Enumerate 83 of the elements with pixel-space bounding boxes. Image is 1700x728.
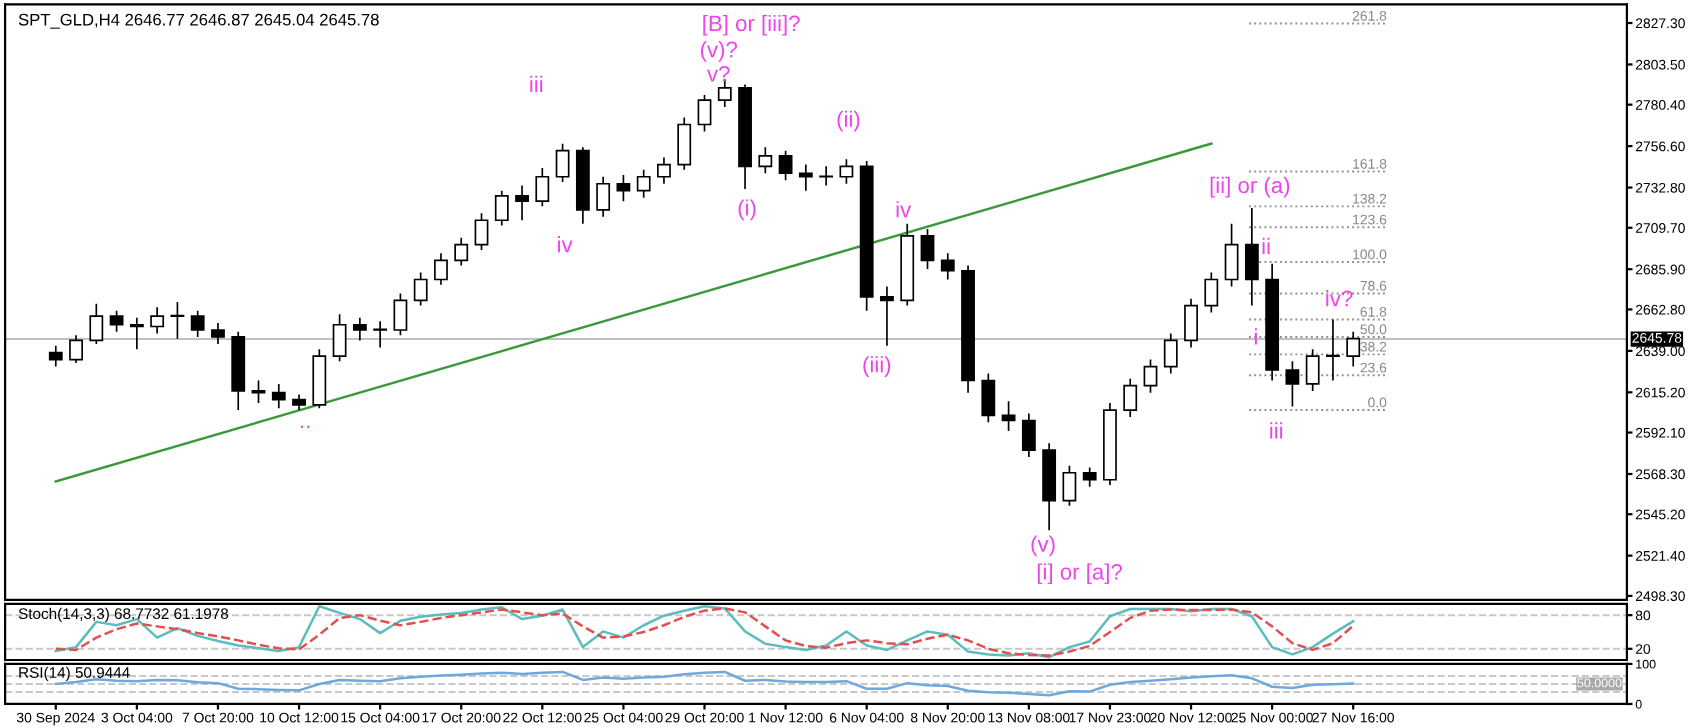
candlestick xyxy=(494,189,509,227)
candlestick xyxy=(981,372,996,424)
candlestick xyxy=(69,334,83,364)
candlestick xyxy=(1204,271,1219,314)
candlestick xyxy=(129,316,144,350)
annotation: .. xyxy=(300,425,310,429)
candlestick xyxy=(616,174,631,202)
candlestick xyxy=(839,158,854,185)
candlestick xyxy=(859,160,874,312)
annotation: (ii) xyxy=(837,110,860,132)
candlestick xyxy=(48,344,63,368)
candlestick xyxy=(1244,207,1259,307)
candlestick xyxy=(515,184,529,222)
candlestick xyxy=(1001,400,1016,432)
candlestick xyxy=(1021,412,1036,458)
candlestick xyxy=(454,236,469,267)
candlestick xyxy=(1184,297,1198,349)
candlestick xyxy=(413,271,428,307)
annotation: iii xyxy=(1270,422,1283,439)
candlestick xyxy=(292,393,306,411)
candlestick xyxy=(89,303,104,345)
candlestick xyxy=(393,292,408,337)
candlestick xyxy=(1346,330,1361,368)
candlestick xyxy=(1163,332,1178,375)
annotation: iii xyxy=(530,75,543,92)
candlestick xyxy=(109,309,124,333)
candlestick xyxy=(880,285,894,347)
annotation: [B] or [iii]? xyxy=(703,14,800,36)
candlestick xyxy=(819,165,834,187)
annotation: v? xyxy=(707,65,730,82)
candlestick xyxy=(251,379,266,404)
candlestick xyxy=(1062,464,1077,507)
candlestick xyxy=(211,322,225,345)
candlestick xyxy=(1224,222,1239,288)
candlestick xyxy=(1265,262,1280,382)
annotation: (v)? xyxy=(700,41,737,62)
annotation: [i] or [a]? xyxy=(1037,563,1122,585)
annotation: iv xyxy=(896,201,912,218)
candlestick xyxy=(940,252,955,281)
candlestick xyxy=(474,212,489,251)
candlestick xyxy=(1042,442,1057,532)
candlestick xyxy=(798,163,813,192)
candlestick xyxy=(150,306,165,335)
candlestick xyxy=(1123,377,1138,418)
candlestick xyxy=(1082,466,1097,488)
annotation: ii xyxy=(1262,237,1270,254)
candlestick xyxy=(535,167,550,208)
candlestick xyxy=(677,116,692,171)
candlestick xyxy=(738,83,752,190)
candlestick xyxy=(1143,358,1158,394)
annotation: iv xyxy=(558,236,573,253)
candlestick xyxy=(170,301,185,340)
candlestick xyxy=(352,316,367,342)
candlestick xyxy=(596,175,611,218)
candlestick xyxy=(555,142,570,183)
annotation: (i) xyxy=(738,199,756,221)
annotation: (v) xyxy=(1031,535,1055,557)
candlestick xyxy=(312,348,327,410)
annotation: (iii) xyxy=(863,356,891,377)
candlestick xyxy=(636,168,651,199)
candlestick xyxy=(271,383,286,410)
candlestick xyxy=(373,320,388,349)
candlestick xyxy=(1305,348,1320,392)
annotation: iv? xyxy=(1326,290,1353,307)
candlestick xyxy=(190,309,205,338)
candlestick xyxy=(778,149,793,182)
candlestick xyxy=(1326,318,1340,382)
text: SPT_GLD,H4 2646.77 2646.87 2645.04 2645.78 xyxy=(18,13,379,29)
candlestick xyxy=(1103,402,1117,486)
candlestick xyxy=(920,228,935,270)
candlestick xyxy=(434,252,448,286)
candlestick xyxy=(575,146,590,225)
candlestick xyxy=(231,330,246,411)
candlestick xyxy=(900,222,915,307)
candlestick xyxy=(657,156,671,185)
annotation: [ii] or (a) xyxy=(1210,176,1290,198)
candlestick xyxy=(758,146,773,175)
candlestick xyxy=(332,313,347,363)
candlestick xyxy=(697,94,712,133)
candlestick xyxy=(961,264,975,394)
annotation: i xyxy=(1254,328,1257,345)
candlestick xyxy=(1285,360,1300,408)
candlestick xyxy=(717,78,732,108)
